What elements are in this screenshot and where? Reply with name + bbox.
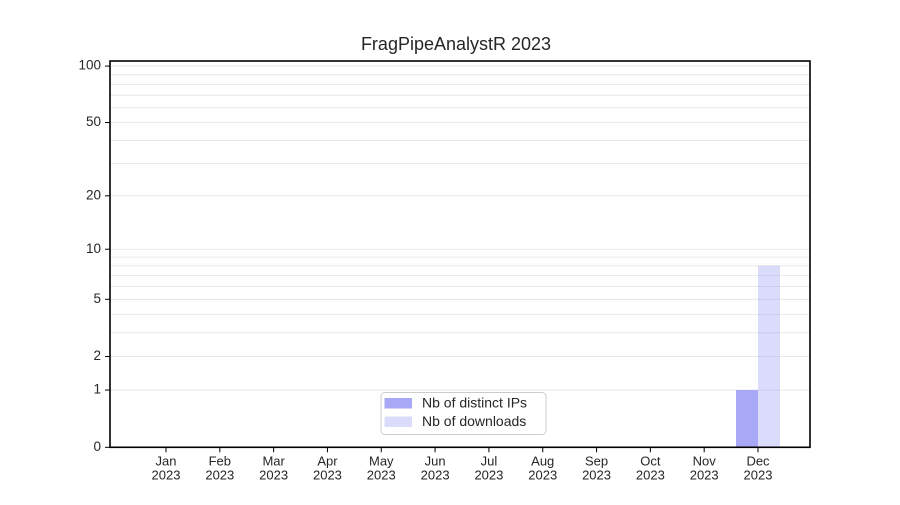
svg-text:1: 1 <box>93 382 101 397</box>
svg-text:Jun: Jun <box>425 453 446 468</box>
svg-text:2023: 2023 <box>582 467 611 482</box>
svg-text:Feb: Feb <box>209 453 231 468</box>
svg-text:Sep: Sep <box>585 453 608 468</box>
svg-text:50: 50 <box>86 114 101 129</box>
svg-text:Nb of downloads: Nb of downloads <box>422 413 526 429</box>
svg-text:20: 20 <box>86 187 101 202</box>
svg-text:2023: 2023 <box>636 467 665 482</box>
svg-text:Aug: Aug <box>531 453 554 468</box>
svg-text:FragPipeAnalystR 2023: FragPipeAnalystR 2023 <box>361 34 551 54</box>
svg-text:Mar: Mar <box>262 453 285 468</box>
svg-text:Oct: Oct <box>640 453 661 468</box>
svg-text:Nov: Nov <box>693 453 717 468</box>
svg-text:100: 100 <box>78 58 101 73</box>
svg-text:2023: 2023 <box>421 467 450 482</box>
svg-text:2023: 2023 <box>528 467 557 482</box>
svg-text:2023: 2023 <box>313 467 342 482</box>
svg-text:2023: 2023 <box>152 467 181 482</box>
svg-text:2: 2 <box>93 348 101 363</box>
svg-text:10: 10 <box>86 241 101 256</box>
svg-text:2023: 2023 <box>744 467 773 482</box>
svg-text:Nb of distinct IPs: Nb of distinct IPs <box>422 395 527 411</box>
svg-text:Apr: Apr <box>317 453 338 468</box>
svg-text:Dec: Dec <box>746 453 770 468</box>
svg-text:5: 5 <box>93 291 101 306</box>
svg-text:0: 0 <box>93 439 101 454</box>
svg-text:2023: 2023 <box>690 467 719 482</box>
svg-text:2023: 2023 <box>259 467 288 482</box>
svg-text:Jul: Jul <box>481 453 498 468</box>
svg-text:2023: 2023 <box>367 467 396 482</box>
svg-text:2023: 2023 <box>205 467 234 482</box>
svg-text:May: May <box>369 453 394 468</box>
svg-text:2023: 2023 <box>474 467 503 482</box>
svg-text:Jan: Jan <box>156 453 177 468</box>
